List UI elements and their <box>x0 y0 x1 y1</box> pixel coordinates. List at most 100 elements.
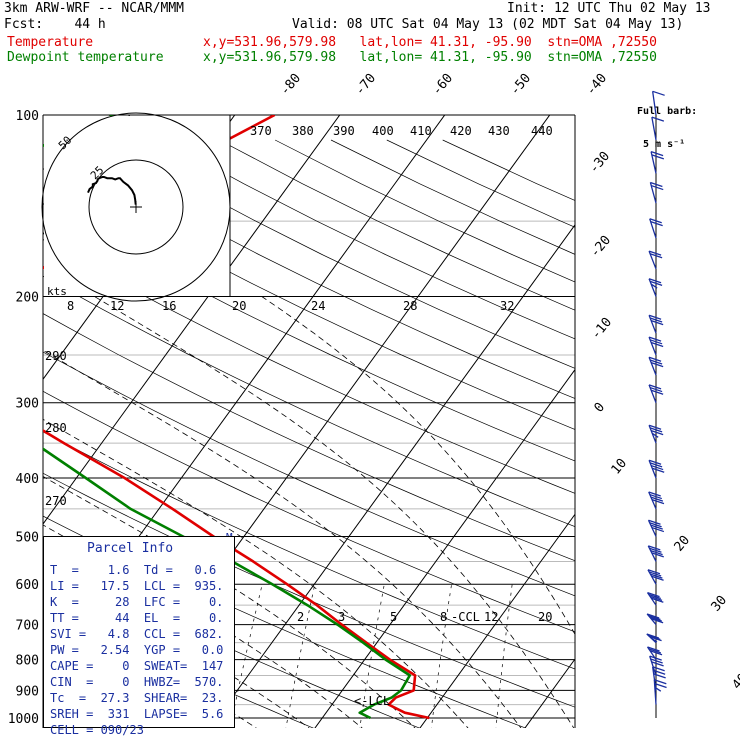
wind-barb-flag <box>650 150 664 157</box>
thetae-label: 12 <box>110 299 124 313</box>
pressure-tick-label: 600 <box>16 578 39 593</box>
wind-barb-flag <box>648 648 661 654</box>
wind-barb-flag <box>651 575 664 581</box>
parcel-row: SVI = 4.8 CCL = 682. <box>50 627 224 641</box>
pressure-tick-label: 900 <box>16 684 39 699</box>
pressure-tick-label: 100 <box>16 109 39 124</box>
model-title: 3km ARW-WRF -- NCAR/MMM <box>4 1 185 16</box>
temperature-tick-label: -80 <box>278 71 305 99</box>
wind-barb-staff <box>651 117 657 141</box>
wind-barb-flag <box>652 666 665 672</box>
ccl-annotation: -CCL <box>451 610 480 624</box>
wind-barb-flag <box>649 253 663 259</box>
moist-adiabat <box>261 296 575 636</box>
pressure-tick-label: 400 <box>16 472 39 487</box>
parcel-row: CAPE = 0 SWEAT= 147 <box>50 659 224 673</box>
wind-barb <box>646 646 663 660</box>
wind-barb-flag <box>650 362 664 368</box>
temperature-tick-label: 30 <box>709 593 731 615</box>
wind-barb-flag <box>650 573 663 579</box>
theta-label: 390 <box>333 124 355 138</box>
hodograph-units: kts <box>47 285 67 298</box>
parcel-row: PW = 2.54 YGP = 0.0 <box>50 643 224 657</box>
isotherm-line <box>43 115 341 525</box>
mixing-ratio-label: 3 <box>338 610 345 624</box>
wind-barb-flag <box>654 679 667 685</box>
wind-barb <box>646 633 662 644</box>
wind-barb-flag <box>650 496 664 502</box>
init-time: Init: 12 UTC Thu 02 May 13 <box>507 1 711 16</box>
wind-barb-flag <box>649 595 663 601</box>
wind-barb-flag <box>648 614 661 621</box>
thetae-label: 32 <box>500 299 514 313</box>
wind-barb <box>646 591 664 606</box>
wind-barb <box>648 314 664 334</box>
moist-adiabat <box>94 296 575 728</box>
wind-barb <box>647 545 664 562</box>
hodograph-trace <box>87 176 137 205</box>
wind-barb-flag <box>651 661 664 667</box>
wind-barb-flag <box>648 356 662 362</box>
theta-label: 280 <box>45 421 67 435</box>
theta-label: 420 <box>450 124 472 138</box>
pressure-tick-label: 300 <box>16 397 39 412</box>
forecast-hour: Fcst: 44 h <box>4 17 106 32</box>
isotherm-line <box>733 102 740 731</box>
wind-barb <box>647 569 664 585</box>
wind-barb-flag <box>651 184 664 191</box>
isotherm-line <box>209 224 575 728</box>
mixing-ratio-line <box>359 584 385 728</box>
thetae-label: 20 <box>232 299 246 313</box>
moist-adiabat <box>43 476 416 728</box>
pressure-tick-label: 1000 <box>8 712 39 727</box>
parcel-row: T = 1.6 Td = 0.6 <box>50 563 217 577</box>
wind-barb-flag <box>650 221 663 227</box>
wind-barb-flag <box>648 491 661 497</box>
barb-legend-title: Full barb: <box>637 106 698 117</box>
wind-barb-flag <box>650 389 664 395</box>
wind-barb <box>648 491 665 510</box>
pressure-tick-label: 700 <box>16 619 39 634</box>
valid-time: Valid: 08 UTC Sat 04 May 13 (02 MDT Sat … <box>292 17 684 32</box>
wind-barb-flag <box>650 637 658 643</box>
wind-barb <box>649 181 664 204</box>
wind-barb-flag <box>654 682 667 689</box>
dry-adiabat <box>43 168 575 430</box>
wind-barb <box>647 519 665 537</box>
mixing-ratio-line <box>285 584 316 728</box>
wind-barb-flag <box>651 154 665 160</box>
temperature-tick-label: -20 <box>588 233 615 261</box>
wind-barb <box>649 218 663 239</box>
wind-barb <box>650 150 665 174</box>
wind-barb-flag <box>651 526 665 533</box>
lcl-annotation: <-LCL <box>354 694 390 708</box>
wind-barb-flag <box>649 616 662 622</box>
wind-barb-flag <box>648 593 661 600</box>
wind-barb-flag <box>653 673 666 679</box>
dry-adiabat <box>43 313 575 562</box>
wind-barb <box>648 278 663 297</box>
theta-label: 410 <box>410 124 432 138</box>
temperature-tick-label: 20 <box>672 533 694 555</box>
wind-barb <box>653 679 667 705</box>
wind-barb-flag <box>648 424 662 430</box>
parcel-row: TT = 44 EL = 0. <box>50 611 224 625</box>
wind-barb-flag <box>652 90 665 96</box>
wind-barb-flag <box>648 278 662 284</box>
temperature-legend: Temperature <box>7 35 94 50</box>
mixing-ratio-label: 2 <box>297 610 304 624</box>
wind-barb-flag <box>649 218 662 224</box>
parcel-row: K = 28 LFC = 0. <box>50 595 224 609</box>
pressure-tick-label: 200 <box>16 291 39 306</box>
wind-barb-flag <box>649 522 662 528</box>
temperature-tick-label: 10 <box>609 456 631 478</box>
wind-barb-flag <box>650 320 664 326</box>
parcel-row: SREH = 331 LAPSE= 5.6 <box>50 707 224 721</box>
wind-barb-staff <box>652 91 657 116</box>
wind-barb-flag <box>648 545 661 551</box>
parcel-row: Tc = 27.3 SHEAR= 23. <box>50 691 224 705</box>
theta-label: 440 <box>531 124 553 138</box>
dewpoint-location: x,y=531.96,579.98 lat,lon= 41.31, -95.90… <box>203 50 657 65</box>
wind-barb-flag <box>652 669 666 675</box>
